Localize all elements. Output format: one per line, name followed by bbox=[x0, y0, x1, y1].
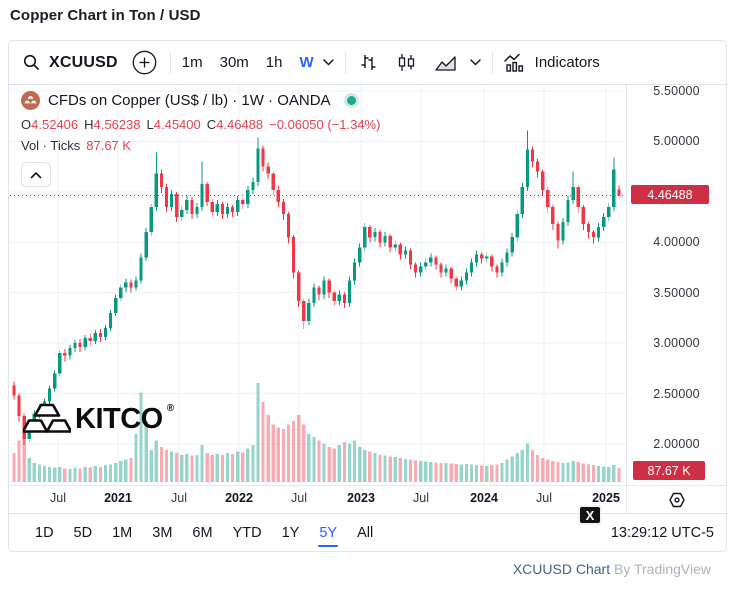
chart-legend: CFDs on Copper (US$ / lb) · 1W · OANDA O… bbox=[21, 91, 380, 187]
range-ytd[interactable]: YTD bbox=[232, 525, 262, 541]
price-axis-label: 5.00000 bbox=[653, 134, 700, 149]
last-volume-badge: 87.67 K bbox=[633, 461, 705, 480]
copper-symbol-icon bbox=[21, 91, 40, 110]
ohlc-values: O4.52406 H4.56238 L4.45400 C4.46488 −0.06050… bbox=[21, 117, 380, 132]
market-status-dot-icon[interactable] bbox=[346, 96, 356, 105]
compare-add-symbol-button[interactable] bbox=[130, 48, 159, 77]
interval-dropdown-button[interactable] bbox=[322, 59, 334, 66]
interval-switcher: 1m 30m 1h W bbox=[182, 54, 314, 71]
close-button[interactable]: X bbox=[578, 505, 602, 525]
plus-circle-icon bbox=[132, 50, 157, 75]
low-label: L bbox=[146, 117, 154, 132]
collapse-legend-button[interactable] bbox=[21, 162, 51, 187]
candlestick-chart[interactable] bbox=[10, 85, 626, 485]
price-axis[interactable]: 5.50000 5.00000 4.00000 3.50000 3.00000 2.500… bbox=[626, 84, 726, 485]
range-6m[interactable]: 6M bbox=[192, 525, 213, 541]
kitco-logo: KITCO ® bbox=[23, 402, 174, 436]
close-value: 4.46488 bbox=[216, 117, 264, 132]
volume-value: 87.67 K bbox=[86, 138, 132, 153]
price-axis-label: 2.00000 bbox=[653, 436, 700, 451]
area-chart-icon bbox=[435, 55, 456, 71]
chart-style-dropdown-button[interactable] bbox=[469, 59, 481, 66]
hollow-candles-icon bbox=[398, 54, 414, 71]
interval-1m[interactable]: 1m bbox=[181, 54, 203, 71]
range-toolbar: 1D 5D 1M 3M 6M YTD 1Y 5Y All 13:29:12 UT… bbox=[9, 513, 726, 552]
interval-1h[interactable]: 1h bbox=[265, 54, 283, 71]
bar-chart-style-button[interactable] bbox=[357, 51, 380, 74]
attribution: XCUUSD Chart By TradingView bbox=[513, 561, 711, 577]
last-price-badge: 4.46488 bbox=[631, 185, 709, 205]
close-label: C bbox=[206, 117, 217, 132]
time-axis-label: 2021 bbox=[104, 491, 132, 505]
time-axis-label: Jul bbox=[536, 491, 552, 505]
by-tradingview-label: By TradingView bbox=[610, 561, 711, 577]
time-axis[interactable]: Jul 2021 Jul 2022 Jul 2023 Jul 2024 Jul 2025 bbox=[9, 485, 726, 514]
chevron-up-icon bbox=[30, 171, 42, 178]
chart-toolbar: XCUUSD 1m 30m 1h W bbox=[9, 41, 726, 85]
price-axis-label: 3.50000 bbox=[653, 285, 700, 300]
volume-label: Vol · Ticks bbox=[21, 138, 81, 153]
range-1y[interactable]: 1Y bbox=[281, 525, 300, 541]
volume-row: Vol · Ticks 87.67 K bbox=[21, 138, 380, 153]
range-all[interactable]: All bbox=[357, 525, 374, 541]
high-label: H bbox=[84, 117, 94, 132]
time-axis-label: Jul bbox=[171, 491, 187, 505]
time-axis-labels: Jul 2021 Jul 2022 Jul 2023 Jul 2024 Jul 2025 bbox=[10, 486, 626, 514]
search-icon bbox=[21, 52, 42, 73]
time-axis-label: Jul bbox=[50, 491, 66, 505]
ohlc-bars-icon bbox=[361, 55, 376, 70]
time-axis-label: 2022 bbox=[225, 491, 253, 505]
clock-utc[interactable]: 13:29:12 UTC-5 bbox=[610, 525, 714, 541]
chart-plot-area[interactable]: CFDs on Copper (US$ / lb) · 1W · OANDA O… bbox=[10, 85, 626, 485]
tradingview-chart-widget: XCUUSD 1m 30m 1h W bbox=[8, 40, 727, 552]
chevron-down-icon bbox=[469, 59, 481, 66]
price-axis-label: 3.00000 bbox=[653, 336, 700, 351]
change-value: −0.06050 (−1.34%) bbox=[269, 117, 381, 132]
price-axis-label: 4.00000 bbox=[653, 235, 700, 250]
page-title: Copper Chart in Ton / USD bbox=[10, 7, 201, 24]
legend-title[interactable]: CFDs on Copper (US$ / lb) · 1W · OANDA bbox=[48, 92, 331, 109]
symbol-search-button[interactable]: XCUUSD bbox=[21, 52, 118, 73]
range-1d[interactable]: 1D bbox=[35, 525, 54, 541]
range-5d[interactable]: 5D bbox=[73, 525, 93, 541]
time-axis-label: Jul bbox=[291, 491, 307, 505]
candlestick-style-button[interactable] bbox=[395, 51, 418, 74]
time-axis-label: 2023 bbox=[347, 491, 375, 505]
price-axis-label: 5.50000 bbox=[653, 84, 700, 98]
axis-settings-corner[interactable] bbox=[626, 486, 726, 514]
toolbar-separator bbox=[344, 51, 346, 74]
chart-style-group bbox=[357, 51, 481, 74]
range-3m[interactable]: 3M bbox=[152, 525, 173, 541]
toolbar-separator bbox=[491, 51, 493, 74]
interval-1w-active[interactable]: W bbox=[299, 54, 314, 71]
interval-30m[interactable]: 30m bbox=[219, 54, 249, 71]
open-value: 4.52406 bbox=[31, 117, 79, 132]
symbol-chart-link[interactable]: XCUUSD Chart bbox=[512, 561, 611, 577]
registered-mark: ® bbox=[166, 403, 175, 414]
time-axis-label: 2025 bbox=[592, 491, 620, 505]
open-label: O bbox=[21, 117, 32, 132]
kitco-wordmark: KITCO bbox=[75, 403, 163, 435]
area-chart-style-button[interactable] bbox=[433, 52, 459, 74]
range-5y-active[interactable]: 5Y bbox=[309, 521, 347, 547]
indicators-button[interactable]: Indicators bbox=[503, 53, 600, 73]
kitco-gold-bars-icon bbox=[23, 403, 71, 433]
high-value: 4.56238 bbox=[93, 117, 141, 132]
symbol-name: XCUUSD bbox=[49, 53, 118, 71]
toolbar-separator bbox=[169, 51, 171, 74]
chevron-down-icon bbox=[322, 59, 334, 66]
range-1m[interactable]: 1M bbox=[112, 525, 133, 541]
low-value: 4.45400 bbox=[153, 117, 201, 132]
time-axis-label: 2024 bbox=[470, 491, 498, 505]
indicators-label: Indicators bbox=[534, 54, 600, 71]
axis-settings-hexagon-icon bbox=[668, 492, 685, 508]
time-axis-label: Jul bbox=[413, 491, 429, 505]
price-axis-label: 2.50000 bbox=[653, 386, 700, 401]
indicators-icon bbox=[503, 53, 523, 72]
